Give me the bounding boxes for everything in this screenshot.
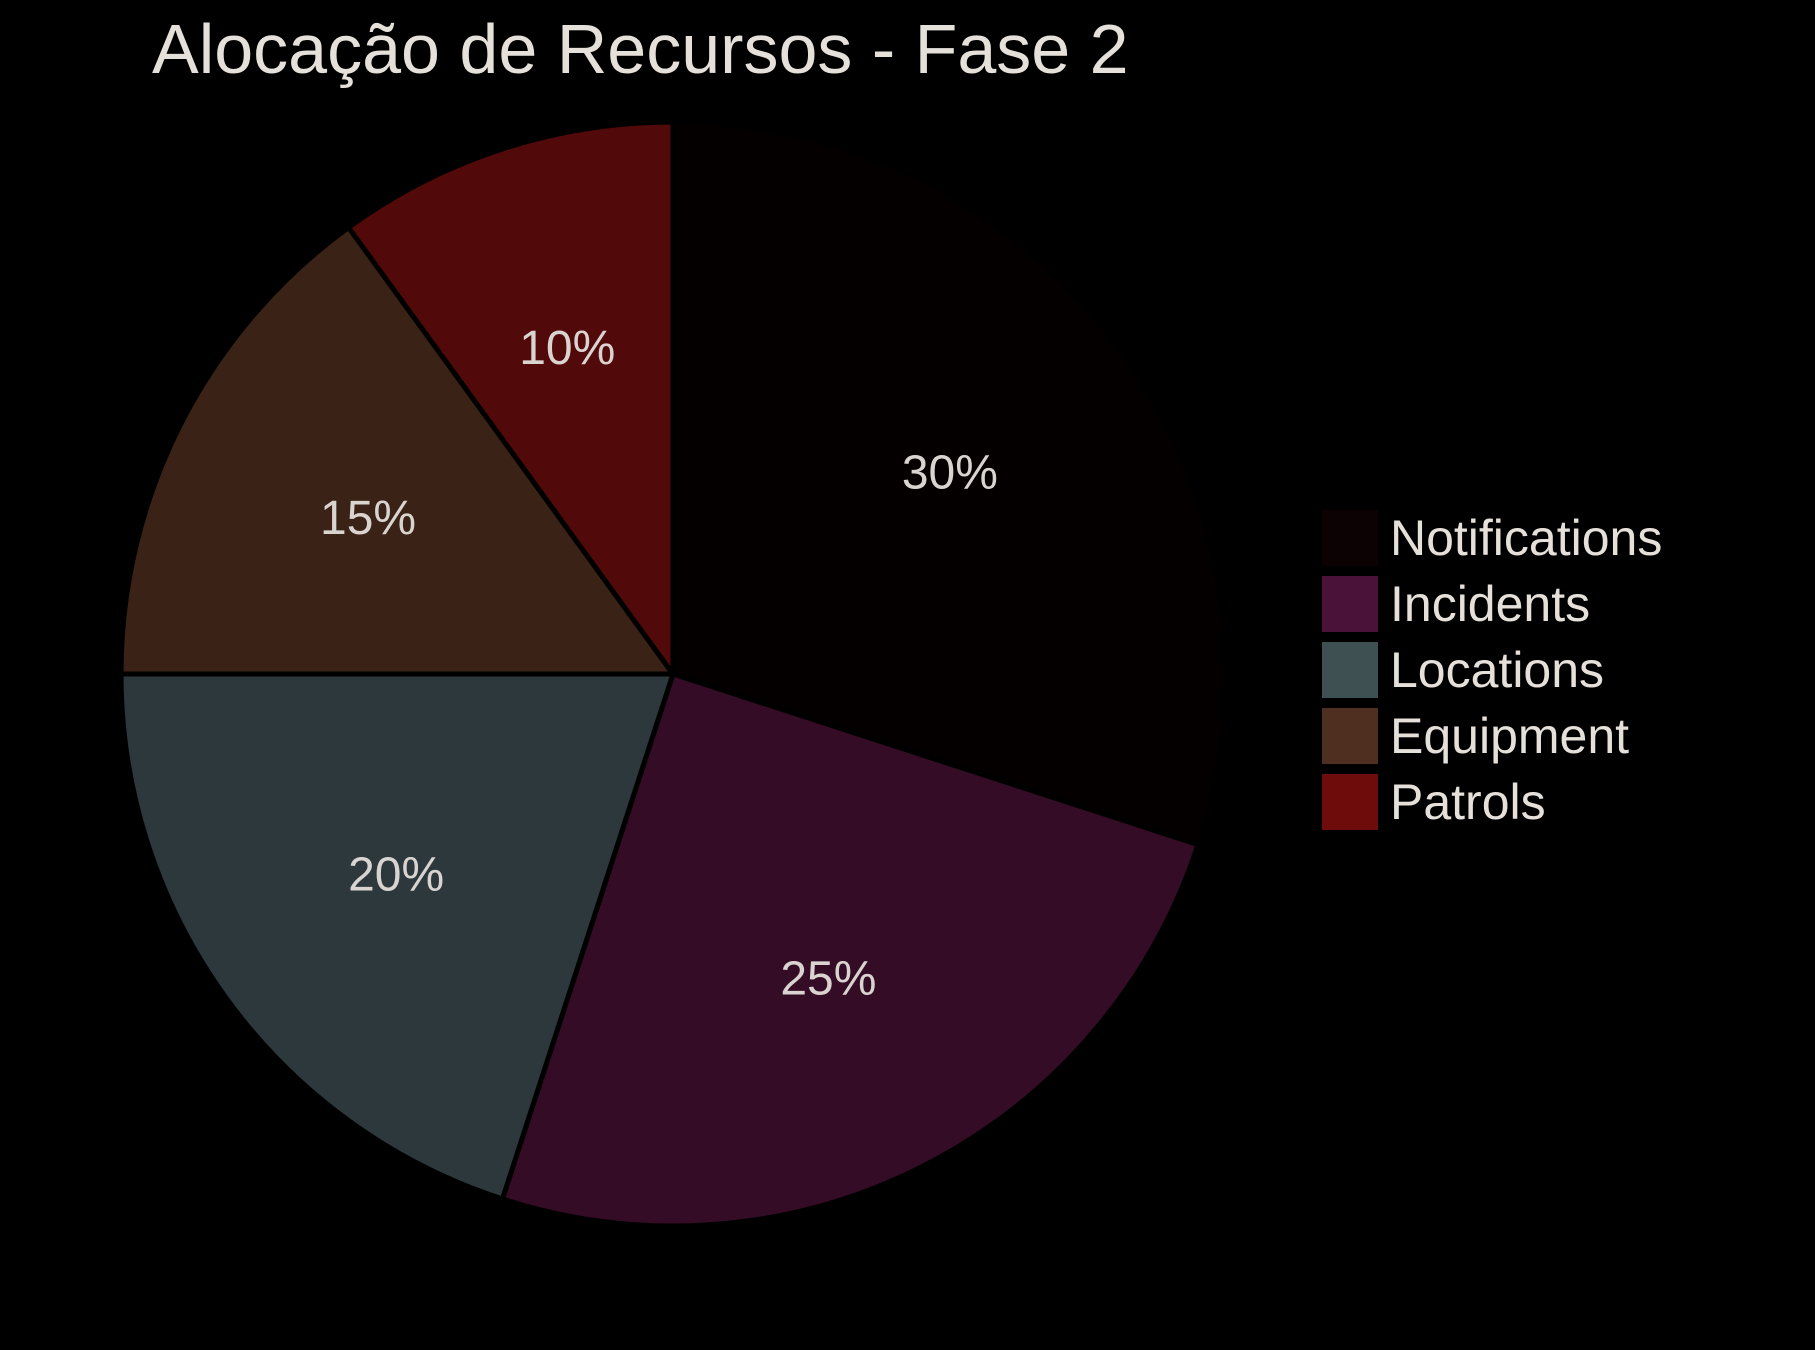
legend-label-incidents: Incidents xyxy=(1390,576,1590,632)
legend-swatch-equipment xyxy=(1322,708,1378,764)
pie-slice-notifications xyxy=(670,119,1228,848)
slice-labels: 30% 25% 20% 15% 10% xyxy=(320,322,998,1005)
legend-swatch-notifications xyxy=(1322,510,1378,566)
slice-label-patrols: 10% xyxy=(519,322,615,375)
legend-swatch-incidents xyxy=(1322,576,1378,632)
pie-slice-equipment xyxy=(118,224,676,677)
pie-slice-incidents xyxy=(499,671,1201,1229)
legend-label-locations: Locations xyxy=(1390,642,1604,698)
pie-slices xyxy=(118,119,1228,1229)
legend-label-patrols: Patrols xyxy=(1390,774,1546,830)
slice-label-incidents: 25% xyxy=(780,952,876,1005)
legend-label-notifications: Notifications xyxy=(1390,510,1662,566)
slice-label-equipment: 15% xyxy=(320,492,416,545)
slice-label-locations: 20% xyxy=(348,849,444,902)
legend-label-equipment: Equipment xyxy=(1390,708,1629,764)
pie-slice-patrols xyxy=(346,119,676,677)
pie-slice-locations xyxy=(118,671,676,1202)
chart-title: Alocação de Recursos - Fase 2 xyxy=(152,10,1129,88)
legend-swatch-patrols xyxy=(1322,774,1378,830)
legend-swatch-locations xyxy=(1322,642,1378,698)
legend: Notifications Incidents Locations Equipment… xyxy=(1322,510,1662,830)
slice-label-notifications: 30% xyxy=(902,446,998,499)
